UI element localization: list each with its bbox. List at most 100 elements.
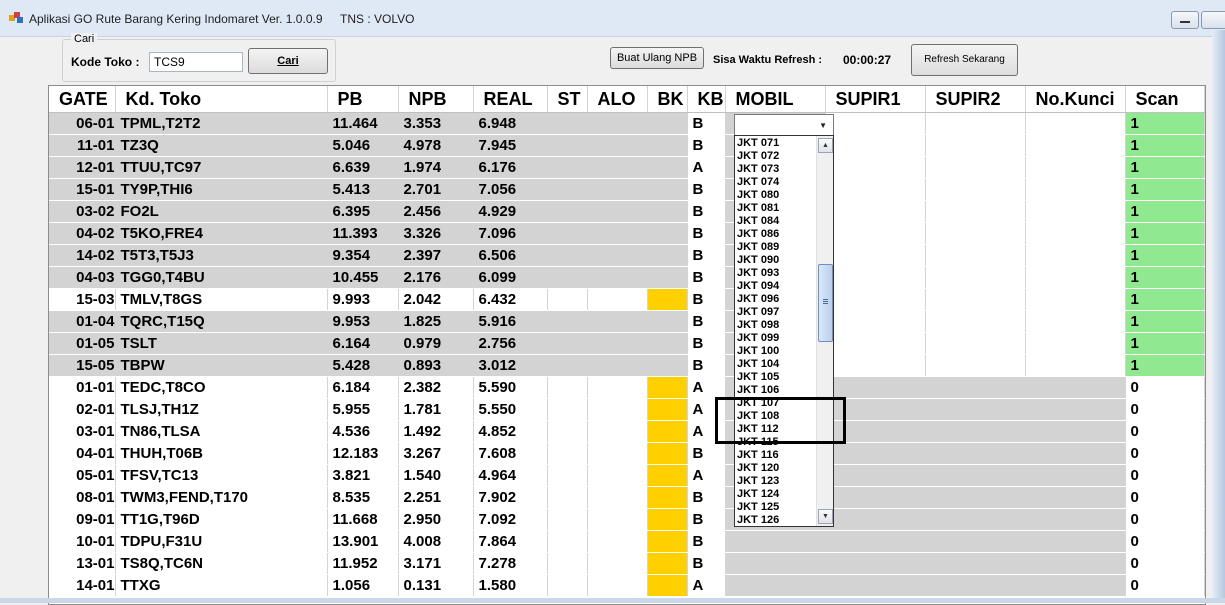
table-row[interactable]: 12-01 TTUU,TC97 6.639 1.974 6.176 A 1 bbox=[49, 156, 1205, 179]
real-cell[interactable]: 6.099 bbox=[473, 266, 548, 289]
st-cell[interactable] bbox=[547, 134, 588, 157]
scan-cell[interactable]: 0 bbox=[1125, 442, 1205, 465]
supir1-cell[interactable] bbox=[825, 112, 926, 135]
npb-cell[interactable]: 2.950 bbox=[398, 508, 474, 531]
pb-cell[interactable]: 13.901 bbox=[327, 530, 399, 553]
real-cell[interactable]: 4.964 bbox=[473, 464, 548, 487]
bk-cell[interactable] bbox=[647, 442, 688, 465]
supir1-cell[interactable] bbox=[825, 354, 926, 377]
pb-cell[interactable]: 9.953 bbox=[327, 310, 399, 333]
supir1-cell[interactable] bbox=[825, 310, 926, 333]
no-kunci-cell[interactable] bbox=[1025, 178, 1126, 201]
npb-cell[interactable]: 0.979 bbox=[398, 332, 474, 355]
gate-cell[interactable]: 01-04 bbox=[49, 310, 116, 333]
alo-cell[interactable] bbox=[587, 574, 648, 597]
mobil-option[interactable]: JKT 106 bbox=[737, 384, 780, 396]
pb-cell[interactable]: 11.464 bbox=[327, 112, 399, 135]
real-cell[interactable]: 6.948 bbox=[473, 112, 548, 135]
scan-cell[interactable]: 1 bbox=[1125, 244, 1205, 267]
gate-cell[interactable]: 14-02 bbox=[49, 244, 116, 267]
scroll-thumb[interactable] bbox=[818, 264, 833, 342]
npb-cell[interactable]: 2.382 bbox=[398, 376, 474, 399]
supir2-cell[interactable] bbox=[925, 222, 1026, 245]
kd-toko-cell[interactable]: TY9P,THI6 bbox=[115, 178, 328, 201]
supir1-cell[interactable] bbox=[825, 420, 926, 443]
bk-cell[interactable] bbox=[647, 486, 688, 509]
real-cell[interactable]: 3.012 bbox=[473, 354, 548, 377]
kb-cell[interactable]: B bbox=[687, 244, 726, 267]
real-cell[interactable]: 6.506 bbox=[473, 244, 548, 267]
st-cell[interactable] bbox=[547, 552, 588, 575]
pb-cell[interactable]: 5.046 bbox=[327, 134, 399, 157]
kb-cell[interactable]: B bbox=[687, 310, 726, 333]
pb-cell[interactable]: 5.428 bbox=[327, 354, 399, 377]
real-cell[interactable]: 7.608 bbox=[473, 442, 548, 465]
gate-cell[interactable]: 04-03 bbox=[49, 266, 116, 289]
st-cell[interactable] bbox=[547, 178, 588, 201]
supir1-cell[interactable] bbox=[825, 442, 926, 465]
mobil-option[interactable]: JKT 073 bbox=[737, 163, 780, 175]
real-cell[interactable]: 5.550 bbox=[473, 398, 548, 421]
no-kunci-cell[interactable] bbox=[1025, 288, 1126, 311]
supir2-cell[interactable] bbox=[925, 200, 1026, 223]
kd-toko-cell[interactable]: TLSJ,TH1Z bbox=[115, 398, 328, 421]
st-cell[interactable] bbox=[547, 112, 588, 135]
real-cell[interactable]: 5.590 bbox=[473, 376, 548, 399]
dropdown-scrollbar[interactable]: ▲ ▼ bbox=[816, 136, 833, 526]
bk-cell[interactable] bbox=[647, 244, 688, 267]
kb-cell[interactable]: B bbox=[687, 288, 726, 311]
mobil-option[interactable]: JKT 107 bbox=[737, 397, 780, 409]
npb-cell[interactable]: 3.326 bbox=[398, 222, 474, 245]
mobil-option[interactable]: JKT 071 bbox=[737, 137, 780, 149]
alo-cell[interactable] bbox=[587, 134, 648, 157]
no-kunci-cell[interactable] bbox=[1025, 222, 1126, 245]
npb-cell[interactable]: 0.131 bbox=[398, 574, 474, 597]
bk-cell[interactable] bbox=[647, 332, 688, 355]
pb-cell[interactable]: 4.536 bbox=[327, 420, 399, 443]
table-row[interactable]: 04-01 THUH,T06B 12.183 3.267 7.608 B 0 bbox=[49, 442, 1205, 465]
gate-cell[interactable]: 11-01 bbox=[49, 134, 116, 157]
mobil-option[interactable]: JKT 080 bbox=[737, 189, 780, 201]
mobil-option[interactable]: JKT 089 bbox=[737, 241, 780, 253]
npb-cell[interactable]: 3.171 bbox=[398, 552, 474, 575]
kb-cell[interactable]: B bbox=[687, 222, 726, 245]
supir1-cell[interactable] bbox=[825, 376, 926, 399]
table-row[interactable]: 05-01 TFSV,TC13 3.821 1.540 4.964 A 0 bbox=[49, 464, 1205, 487]
column-header-st[interactable]: ST bbox=[547, 86, 588, 113]
scan-cell[interactable]: 1 bbox=[1125, 288, 1205, 311]
kd-toko-cell[interactable]: TTUU,TC97 bbox=[115, 156, 328, 179]
alo-cell[interactable] bbox=[587, 112, 648, 135]
npb-cell[interactable]: 3.353 bbox=[398, 112, 474, 135]
kd-toko-cell[interactable]: TMLV,T8GS bbox=[115, 288, 328, 311]
kb-cell[interactable]: B bbox=[687, 266, 726, 289]
gate-cell[interactable]: 09-01 bbox=[49, 508, 116, 531]
kb-cell[interactable]: B bbox=[687, 486, 726, 509]
mobil-option[interactable]: JKT 097 bbox=[737, 306, 780, 318]
supir2-cell[interactable] bbox=[925, 486, 1026, 509]
kb-cell[interactable]: B bbox=[687, 332, 726, 355]
kd-toko-cell[interactable]: TWM3,FEND,T170 bbox=[115, 486, 328, 509]
column-header-bk[interactable]: BK bbox=[647, 86, 688, 113]
real-cell[interactable]: 4.929 bbox=[473, 200, 548, 223]
alo-cell[interactable] bbox=[587, 530, 648, 553]
mobil-option[interactable]: JKT 125 bbox=[737, 501, 780, 513]
alo-cell[interactable] bbox=[587, 266, 648, 289]
alo-cell[interactable] bbox=[587, 310, 648, 333]
bk-cell[interactable] bbox=[647, 508, 688, 531]
column-header-gate[interactable]: GATE bbox=[49, 86, 116, 113]
pb-cell[interactable]: 11.952 bbox=[327, 552, 399, 575]
supir1-cell[interactable] bbox=[825, 288, 926, 311]
kb-cell[interactable]: A bbox=[687, 156, 726, 179]
kb-cell[interactable]: B bbox=[687, 178, 726, 201]
npb-cell[interactable]: 1.492 bbox=[398, 420, 474, 443]
alo-cell[interactable] bbox=[587, 156, 648, 179]
bk-cell[interactable] bbox=[647, 156, 688, 179]
st-cell[interactable] bbox=[547, 464, 588, 487]
pb-cell[interactable]: 6.639 bbox=[327, 156, 399, 179]
mobil-combobox[interactable]: ▼ bbox=[734, 114, 834, 136]
st-cell[interactable] bbox=[547, 266, 588, 289]
supir1-cell[interactable] bbox=[825, 486, 926, 509]
kb-cell[interactable]: A bbox=[687, 376, 726, 399]
scan-cell[interactable]: 0 bbox=[1125, 486, 1205, 509]
bk-cell[interactable] bbox=[647, 398, 688, 421]
